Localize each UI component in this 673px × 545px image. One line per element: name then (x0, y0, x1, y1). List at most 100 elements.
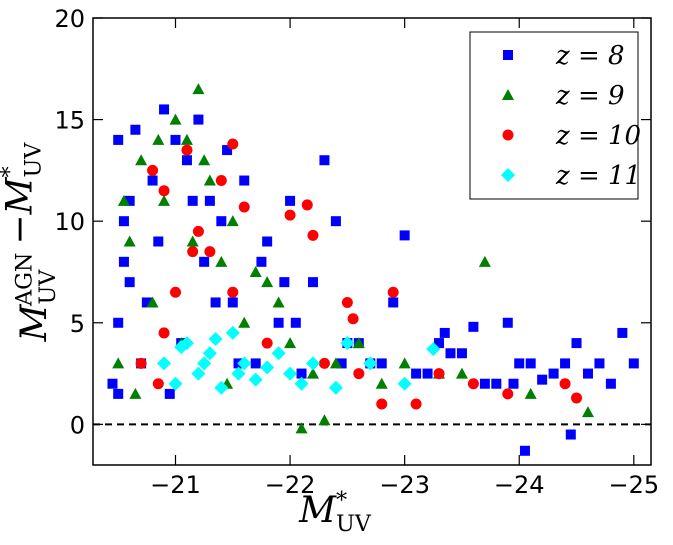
point (307, 229, 319, 241)
point (225, 325, 240, 340)
point (164, 388, 175, 399)
point (434, 338, 445, 349)
point (192, 225, 204, 237)
point (329, 357, 342, 369)
legend-label: z = 10 (555, 121, 641, 151)
point (227, 297, 238, 308)
point (410, 398, 422, 410)
point (147, 175, 158, 186)
point (341, 296, 353, 308)
point (249, 265, 262, 277)
point (397, 376, 412, 391)
legend-marker (503, 50, 513, 60)
label-sup: AGN (12, 253, 38, 307)
point (222, 145, 233, 156)
point (146, 296, 159, 308)
point (129, 387, 142, 399)
point (347, 313, 359, 325)
point (628, 358, 639, 369)
point (594, 358, 605, 369)
point (157, 356, 172, 371)
label-sup: * (336, 488, 347, 514)
point (387, 286, 399, 298)
series (135, 138, 583, 410)
series (107, 104, 639, 456)
point (336, 358, 347, 369)
point (319, 155, 330, 166)
point (192, 83, 205, 95)
point (202, 346, 217, 361)
point (210, 297, 221, 308)
point (187, 195, 198, 206)
point (124, 195, 135, 206)
point (208, 332, 223, 347)
point (456, 348, 467, 359)
point (439, 327, 450, 338)
point (237, 356, 252, 371)
series (157, 325, 441, 395)
point (537, 374, 548, 385)
point (617, 327, 628, 338)
legend-label: z = 8 (555, 41, 625, 71)
point (216, 216, 227, 227)
point (113, 317, 124, 328)
series (112, 83, 594, 434)
point (559, 378, 571, 390)
point (152, 378, 164, 390)
legend-label: z = 9 (555, 81, 625, 111)
point (180, 133, 193, 145)
point (565, 429, 576, 440)
point (514, 358, 525, 369)
point (525, 358, 536, 369)
point (479, 378, 490, 389)
point (112, 357, 125, 369)
point (238, 316, 251, 328)
point (141, 297, 152, 308)
point (295, 422, 308, 434)
point (135, 357, 147, 369)
point (260, 360, 275, 375)
point (340, 336, 355, 351)
point (305, 356, 320, 371)
point (191, 366, 206, 381)
point (285, 195, 296, 206)
point (147, 164, 159, 176)
point (215, 175, 227, 187)
point (238, 201, 250, 213)
point (548, 368, 559, 379)
point (376, 398, 388, 410)
point (256, 256, 267, 267)
label-sub: UV (21, 142, 47, 178)
label-sub: UV (336, 511, 372, 537)
point (398, 357, 411, 369)
legend-marker (502, 89, 514, 100)
point (426, 342, 441, 357)
point (296, 368, 307, 379)
label-sub: UV (35, 269, 61, 305)
point (152, 133, 165, 145)
point (524, 387, 537, 399)
point (226, 215, 239, 227)
point (187, 246, 199, 258)
label-minus: − (0, 214, 41, 244)
x-tick-label: −21 (150, 471, 201, 499)
point (113, 134, 124, 145)
point (433, 368, 445, 380)
point (353, 368, 365, 380)
point (158, 327, 170, 339)
legend-box (469, 31, 639, 200)
y-tick-label: 0 (70, 411, 85, 439)
point (113, 388, 124, 399)
point (170, 134, 181, 145)
point (174, 340, 189, 355)
point (153, 236, 164, 247)
point (250, 358, 261, 369)
point (328, 380, 343, 395)
point (117, 194, 130, 206)
point (422, 368, 433, 379)
point (186, 235, 199, 247)
legend: z = 8 z = 9 z = 10 z = 11 (469, 31, 641, 200)
point (271, 346, 286, 361)
legend-label: z = 11 (555, 161, 641, 191)
